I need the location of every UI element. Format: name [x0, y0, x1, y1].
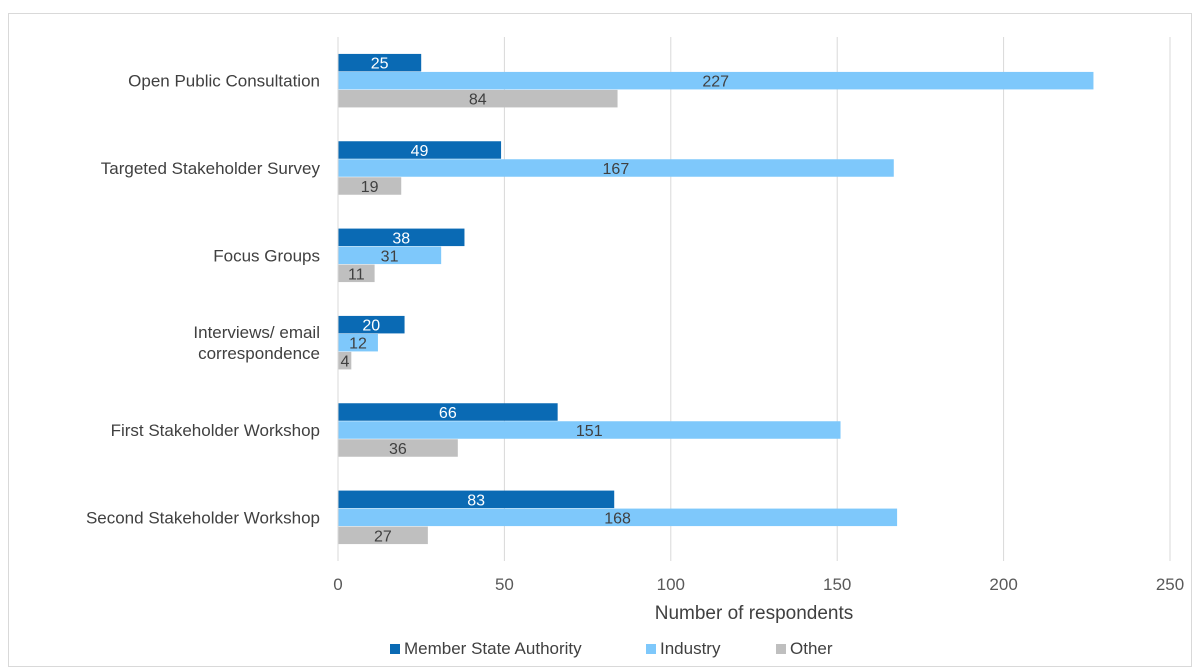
bar: [338, 71, 1094, 90]
legend-label: Industry: [660, 639, 721, 658]
x-tick-label: 50: [495, 575, 514, 594]
data-label: 25: [371, 56, 389, 73]
data-label: 49: [411, 143, 429, 160]
data-label: 168: [604, 510, 631, 527]
data-label: 36: [389, 441, 407, 458]
x-tick-label: 100: [657, 575, 685, 594]
data-label: 27: [374, 528, 392, 545]
data-label: 31: [381, 248, 399, 265]
bar: [338, 315, 405, 334]
bar: [338, 89, 618, 108]
x-tick-label: 200: [989, 575, 1017, 594]
legend-swatch: [776, 644, 786, 654]
data-label: 66: [439, 405, 457, 422]
data-label: 84: [469, 92, 487, 109]
data-label: 38: [392, 230, 410, 247]
bar: [338, 403, 558, 421]
data-label: 227: [702, 74, 729, 91]
data-label: 19: [361, 179, 379, 196]
bar: [338, 264, 375, 283]
data-label: 4: [341, 354, 350, 371]
category-label: correspondence: [198, 344, 320, 363]
bar: [338, 159, 894, 177]
category-label: Focus Groups: [213, 246, 320, 265]
category-label: Second Stakeholder Workshop: [86, 508, 320, 527]
data-label: 151: [576, 423, 603, 440]
bar: [338, 351, 352, 370]
bar: [338, 141, 502, 159]
data-label: 167: [603, 161, 630, 178]
x-tick-label: 150: [823, 575, 851, 594]
category-label: First Stakeholder Workshop: [111, 421, 320, 440]
bar: [338, 508, 898, 527]
category-label: Open Public Consultation: [128, 72, 320, 91]
legend-label: Member State Authority: [404, 639, 582, 658]
bar: [338, 526, 428, 545]
bar: [338, 421, 841, 439]
bar: [338, 333, 378, 352]
bar: [338, 228, 465, 247]
legend-swatch: [646, 644, 656, 654]
data-label: 12: [349, 336, 367, 353]
x-axis-title: Number of respondents: [655, 603, 854, 624]
x-tick-label: 250: [1156, 575, 1184, 594]
x-tick-label: 0: [333, 575, 342, 594]
data-label: 20: [362, 318, 380, 335]
data-label: 11: [348, 266, 365, 283]
category-label: Targeted Stakeholder Survey: [101, 159, 321, 178]
bar: [338, 490, 615, 509]
legend-label: Other: [790, 639, 833, 658]
bar: [338, 439, 458, 457]
bar: [338, 53, 422, 72]
category-label: Interviews/ email: [193, 323, 320, 342]
chart-frame: [8, 13, 1192, 667]
data-label: 83: [467, 492, 485, 509]
bar: [338, 177, 402, 195]
bar: [338, 246, 442, 265]
legend-swatch: [390, 644, 400, 654]
